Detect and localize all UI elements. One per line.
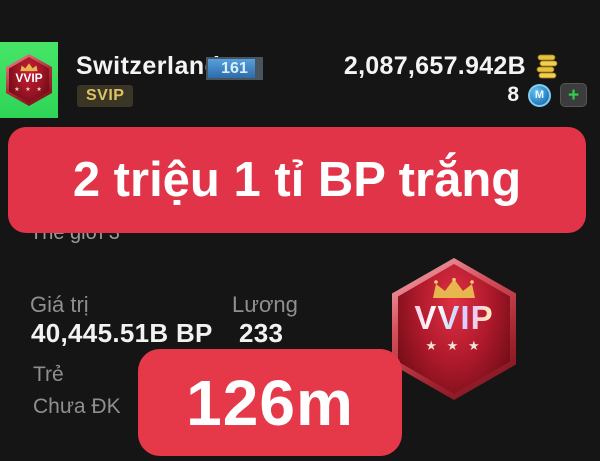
salary-label: Lương bbox=[232, 292, 298, 317]
age-label: Trẻ bbox=[33, 363, 64, 386]
level-progress-fill bbox=[208, 59, 255, 78]
avatar-badge-label: VVIP bbox=[15, 71, 43, 85]
gp-coins-icon bbox=[536, 54, 558, 79]
value-label: Giá trị bbox=[30, 292, 89, 317]
efootball-coin-icon: M bbox=[528, 83, 551, 107]
avatar-badge-stars: ★ ★ ★ bbox=[14, 87, 44, 94]
gp-amount: 2,087,657.942B bbox=[343, 52, 526, 80]
price-red-sticker: 126m bbox=[138, 349, 402, 456]
crown-icon bbox=[20, 63, 38, 72]
price-sticker-text: 126m bbox=[186, 366, 354, 439]
svip-badge: SVIP bbox=[77, 85, 134, 107]
crown-icon bbox=[433, 278, 475, 298]
gp-balance-row: 2,087,657.942B bbox=[344, 52, 560, 81]
level-value: 161 bbox=[221, 59, 248, 77]
player-name: Switzerland bbox=[76, 52, 221, 80]
vvip-badge-stars: ★ ★ ★ bbox=[425, 338, 483, 354]
coin-balance-row: 8 M + bbox=[507, 83, 587, 107]
player-avatar[interactable]: VVIP ★ ★ ★ bbox=[0, 42, 58, 118]
vvip-badge-label: VVIP bbox=[414, 299, 494, 336]
add-coins-button[interactable]: + bbox=[560, 83, 587, 107]
registration-status-label: Chưa ĐK bbox=[33, 395, 121, 418]
vvip-badge: VVIP ★ ★ ★ bbox=[392, 258, 516, 400]
value-amount: 40,445.51B BP bbox=[31, 318, 213, 348]
top-sticker-text: 2 triệu 1 tỉ BP trắng bbox=[72, 153, 522, 207]
avatar-vvip-badge: VVIP ★ ★ ★ bbox=[6, 54, 52, 106]
coin-count: 8 bbox=[507, 83, 519, 106]
level-badge: 161 bbox=[206, 57, 263, 80]
salary-amount: 233 bbox=[239, 318, 284, 348]
top-red-sticker: 2 triệu 1 tỉ BP trắng bbox=[8, 127, 586, 233]
